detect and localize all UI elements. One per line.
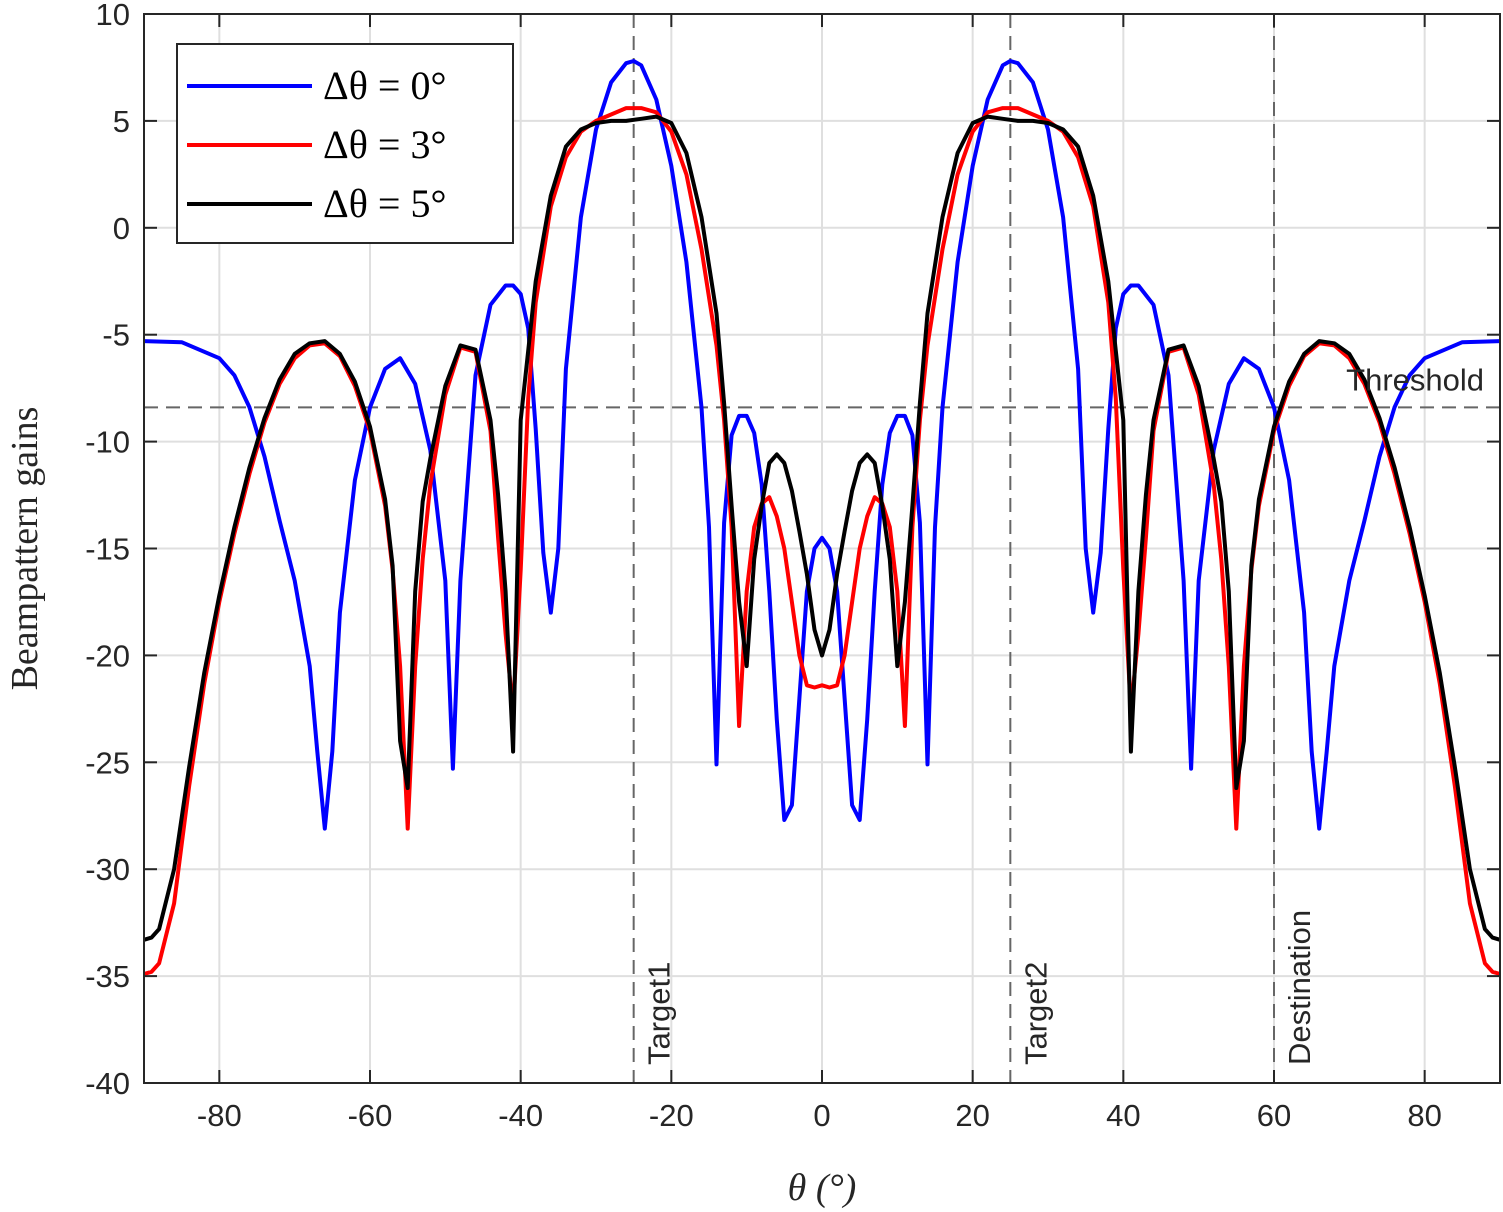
y-tick-label: -20	[85, 638, 130, 673]
y-axis-label: Beampattern gains	[4, 407, 46, 691]
y-tick-label: -30	[85, 852, 130, 887]
annotations: Target1 Target2 Destination Threshold	[642, 362, 1484, 1065]
legend-label: Δθ = 0°	[323, 63, 446, 108]
vline-label: Target1	[642, 962, 677, 1065]
y-tick-label: -40	[85, 1066, 130, 1101]
legend-label: Δθ = 3°	[323, 122, 446, 167]
vline-label: Destination	[1282, 910, 1317, 1065]
x-axis-label: θ (°)	[788, 1167, 857, 1209]
legend: Δθ = 0° Δθ = 3° Δθ = 5°	[176, 43, 514, 244]
axis-ticks: -80 -60 -40 -20 0 20 40 60 80 -40 -35 -30 -25 -20 -15 -…	[85, 0, 1500, 1133]
y-tick-label: 5	[113, 104, 130, 139]
y-tick-label: -15	[85, 532, 130, 567]
x-tick-label: 0	[813, 1098, 830, 1133]
x-tick-label: -40	[498, 1098, 543, 1133]
y-tick-label: 0	[113, 211, 130, 246]
legend-label: Δθ = 5°	[323, 181, 446, 226]
x-tick-label: -80	[197, 1098, 242, 1133]
vline-label: Target2	[1018, 962, 1053, 1065]
x-tick-label: 20	[955, 1098, 989, 1133]
x-tick-label: 60	[1257, 1098, 1291, 1133]
series-lines	[143, 59, 1501, 976]
x-tick-label: 80	[1407, 1098, 1441, 1133]
y-tick-label: -35	[85, 959, 130, 994]
series-line-3	[143, 114, 1501, 942]
x-tick-label: -20	[649, 1098, 694, 1133]
series-line-1	[143, 59, 1501, 831]
threshold-label: Threshold	[1346, 362, 1484, 397]
y-tick-label: -5	[102, 318, 130, 353]
x-tick-label: -60	[348, 1098, 393, 1133]
y-tick-label: 10	[96, 0, 130, 32]
x-tick-label: 40	[1106, 1098, 1140, 1133]
y-tick-label: -25	[85, 745, 130, 780]
y-tick-label: -10	[85, 425, 130, 460]
